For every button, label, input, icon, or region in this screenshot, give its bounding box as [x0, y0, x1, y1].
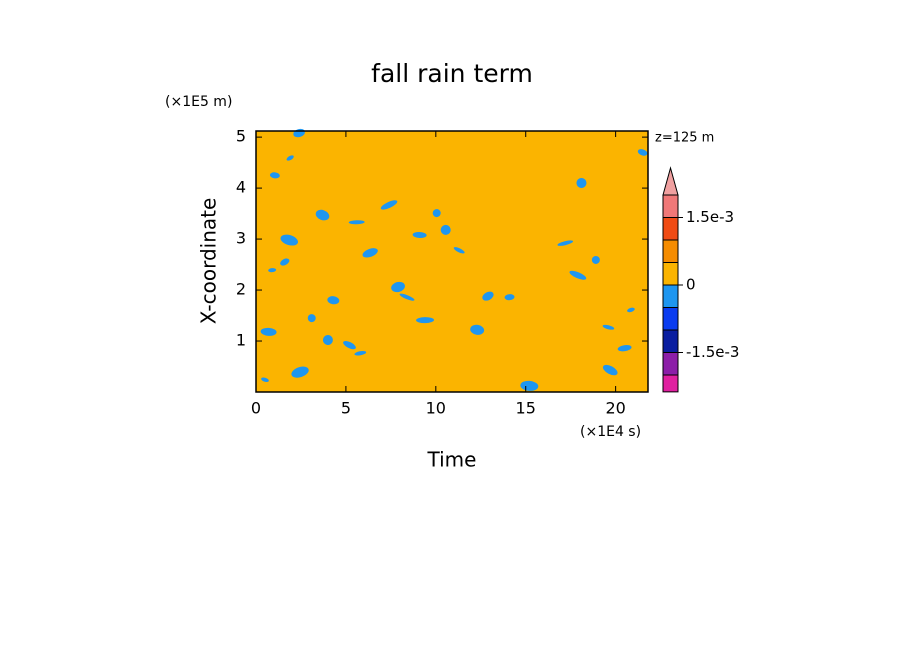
rain-patch — [637, 149, 648, 156]
rain-patch — [557, 240, 574, 246]
rain-patch — [380, 200, 398, 210]
rain-patch — [286, 155, 294, 161]
rain-patch — [280, 258, 290, 266]
colorbar-tick-label: 0 — [686, 276, 696, 294]
rain-patch — [576, 177, 587, 188]
rain-patch — [354, 351, 367, 356]
rain-patch — [440, 224, 451, 235]
rain-patch — [269, 172, 280, 179]
rain-patch — [348, 220, 365, 225]
y-axis-label: X-coordinate — [197, 198, 221, 325]
rain-patch — [482, 291, 494, 301]
colorbar-box — [662, 329, 679, 353]
rain-patch — [591, 255, 600, 264]
y-tick-label: 4 — [236, 178, 246, 197]
rain-patch — [399, 293, 415, 301]
rain-patch — [261, 377, 269, 383]
rain-patch — [307, 314, 316, 323]
x-unit: (×1E4 s) — [580, 424, 641, 440]
x-tick-label: 20 — [605, 399, 625, 418]
rain-patch — [504, 294, 515, 301]
chart-title: fall rain term — [371, 59, 533, 88]
x-tick-label: 10 — [426, 399, 446, 418]
rain-patch — [343, 340, 356, 350]
rain-patch — [268, 268, 277, 273]
rain-patch — [391, 281, 405, 293]
rain-patch — [280, 234, 298, 246]
field — [256, 131, 648, 392]
rain-patch — [627, 307, 635, 313]
y-unit: (×1E5 m) — [165, 94, 232, 110]
rain-patch — [617, 345, 632, 352]
colorbar-box — [662, 262, 679, 286]
rain-patch — [291, 366, 309, 378]
rain-patch — [470, 324, 485, 335]
y-tick-label: 5 — [236, 127, 246, 146]
rain-patch — [412, 231, 427, 239]
colorbar-box — [662, 239, 679, 263]
rain-patch — [569, 270, 587, 280]
x-tick-label: 0 — [251, 399, 261, 418]
colorbar-box — [662, 352, 679, 376]
rain-patch — [362, 248, 378, 258]
rain-patch — [327, 296, 340, 305]
rain-patch — [416, 317, 435, 324]
rain-patch — [453, 247, 465, 254]
colorbar-box — [662, 194, 679, 218]
rain-patch — [602, 324, 615, 330]
annotation: z=125 m — [655, 131, 714, 146]
colorbar-box — [662, 374, 679, 393]
colorbar-tick-label: 1.5e-3 — [686, 208, 734, 226]
colorbar-box — [662, 307, 679, 331]
colorbar-box — [662, 284, 679, 308]
y-tick-label: 3 — [236, 229, 246, 248]
rain-patch — [315, 209, 330, 221]
y-tick-label: 1 — [236, 331, 246, 350]
colorbar-tick-label: -1.5e-3 — [686, 343, 739, 361]
rain-patch — [260, 327, 277, 336]
rain-patch — [322, 335, 333, 346]
rain-patch — [520, 380, 539, 391]
colorbar-box — [662, 217, 679, 241]
x-axis-label: Time — [427, 448, 477, 472]
x-tick-label: 5 — [341, 399, 351, 418]
rain-patch — [432, 209, 441, 218]
rain-patch — [602, 364, 618, 376]
x-tick-label: 15 — [516, 399, 536, 418]
y-tick-label: 2 — [236, 280, 246, 299]
colorbar-triangle — [662, 166, 679, 196]
plot-frame — [255, 130, 649, 393]
